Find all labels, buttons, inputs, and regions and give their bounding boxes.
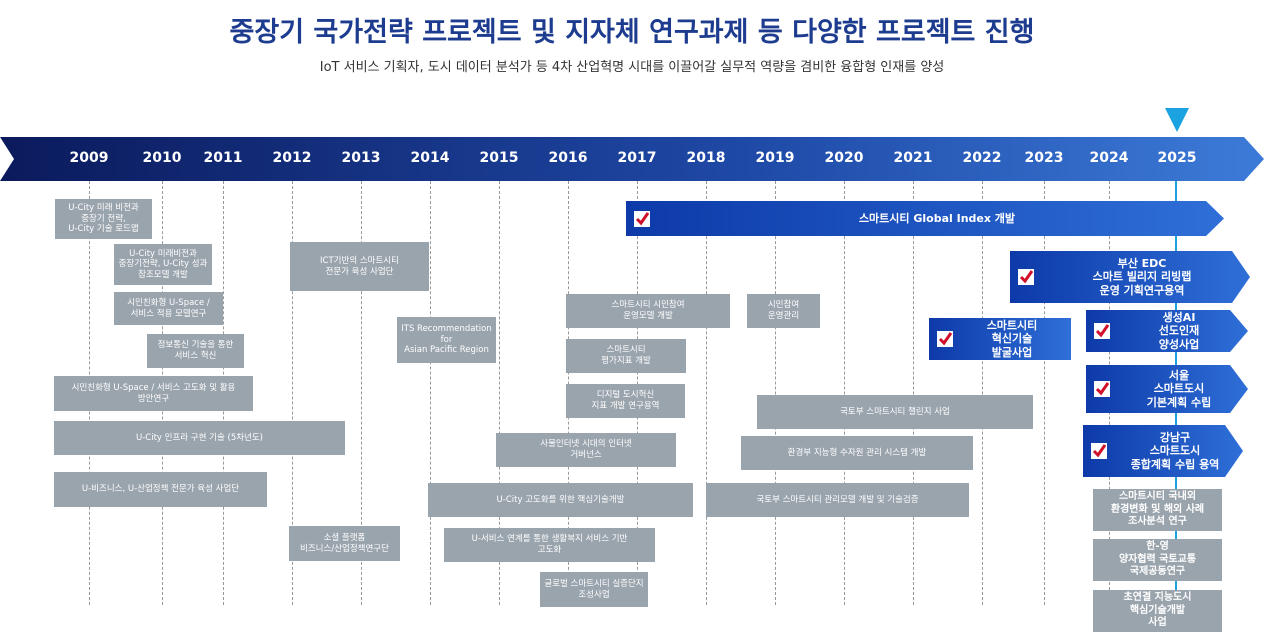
project-box: 스마트시티 평가지표 개발	[566, 339, 686, 373]
project-box: ICT기반의 스마트시티 전문가 육성 사업단	[290, 242, 429, 291]
check-icon	[937, 331, 953, 347]
year-guide	[844, 181, 845, 605]
year-label: 2011	[203, 150, 243, 166]
highlight-banner: 스마트시티 혁신기술 발굴사업	[929, 318, 1071, 360]
project-box: 디지털 도시혁신 지표 개발 연구용역	[566, 384, 685, 418]
year-label: 2020	[824, 150, 864, 166]
title: 중장기 국가전략 프로젝트 및 지자체 연구과제 등 다양한 프로젝트 진행	[229, 17, 1035, 48]
project-box: U-City 미래 비전과 중장기 전략, U-City 기술 로드맵	[55, 199, 152, 239]
year-label: 2017	[617, 150, 657, 166]
year-label: 2010	[142, 150, 182, 166]
check-icon	[634, 210, 650, 227]
project-box: 스마트시티 국내외 환경변화 및 해외 사례 조사분석 연구	[1093, 489, 1222, 531]
highlight-banner: 강남구 스마트도시 종합계획 수립 용역	[1083, 425, 1243, 477]
highlight-banner: 부산 EDC 스마트 빌리지 리빙랩 운영 기획연구용역	[1010, 251, 1250, 303]
check-mark	[1095, 382, 1110, 396]
project-box: 시민친화형 U-Space / 서비스 적용 모델연구	[114, 292, 223, 325]
project-box: ITS Recommendation for Asian Pacific Reg…	[397, 317, 496, 363]
year-label: 2016	[548, 150, 588, 166]
year-guide	[361, 181, 362, 605]
check-mark	[1092, 444, 1107, 458]
project-box: 정보통신 기술을 통한 서비스 혁신	[147, 334, 244, 368]
project-box: 스마트시티 시민참여 운영모델 개발	[566, 294, 730, 328]
project-box: U-City 고도화를 위한 핵심기술개발	[428, 483, 693, 517]
year-guide	[775, 181, 776, 605]
check-mark	[635, 211, 650, 225]
check-mark	[1019, 270, 1034, 284]
highlight-banner: 스마트시티 Global Index 개발	[626, 201, 1224, 236]
project-box: 글로벌 스마트시티 실증단지 조성사업	[540, 572, 648, 607]
project-box: 국토부 스마트시티 관리모델 개발 및 기술검증	[706, 483, 969, 517]
year-guide	[706, 181, 707, 605]
project-box: U-City 인프라 구현 기술 (5차년도)	[54, 421, 345, 455]
subtitle: IoT 서비스 기획자, 도시 데이터 분석가 등 4차 산업혁명 시대를 이끌…	[319, 60, 945, 75]
check-icon	[1094, 381, 1110, 397]
year-guide	[913, 181, 914, 605]
year-label: 2012	[272, 150, 312, 166]
project-box: 시민친화형 U-Space / 서비스 고도화 및 활용 방안연구	[54, 376, 253, 411]
year-label: 2015	[479, 150, 519, 166]
project-box: 소셜 플랫폼 비즈니스/산업정책연구단	[289, 526, 400, 561]
year-label: 2022	[962, 150, 1002, 166]
project-box: 한-영 양자협력 국토교통 국제공동연구	[1093, 539, 1222, 581]
check-mark	[938, 332, 953, 346]
check-icon	[1018, 269, 1034, 285]
project-box: U-비즈니스, U-산업정책 전문가 육성 사업단	[54, 472, 267, 507]
current-marker	[1165, 108, 1189, 132]
highlight-banner: 생성AI 선도인재 양성사업	[1086, 310, 1248, 352]
timeline-band	[0, 137, 1264, 181]
year-label: 2019	[755, 150, 795, 166]
year-guide	[292, 181, 293, 605]
year-label: 2025	[1157, 150, 1197, 166]
project-box: 초연결 지능도시 핵심기술개발 사업	[1093, 590, 1222, 632]
check-icon	[1091, 443, 1107, 459]
year-label: 2013	[341, 150, 381, 166]
year-guide	[1044, 181, 1045, 605]
project-box: 국토부 스마트시티 챌린지 사업	[757, 395, 1033, 429]
project-box: U-City 미래비전과 중장기전략, U-City 성과 참조모델 개발	[114, 244, 212, 285]
project-box: 환경부 지능형 수자원 관리 시스템 개발	[741, 436, 973, 470]
year-label: 2023	[1024, 150, 1064, 166]
year-label: 2014	[410, 150, 450, 166]
check-icon	[1094, 323, 1110, 339]
year-label: 2021	[893, 150, 933, 166]
highlight-banner: 서울 스마트도시 기본계획 수립	[1086, 365, 1248, 413]
year-label: 2018	[686, 150, 726, 166]
project-box: 사물인터넷 시대의 인터넷 거버넌스	[496, 433, 676, 467]
check-mark	[1095, 324, 1110, 338]
year-guide	[982, 181, 983, 605]
year-label: 2009	[69, 150, 109, 166]
year-guide	[499, 181, 500, 605]
year-label: 2024	[1089, 150, 1129, 166]
project-box: U-서비스 연계를 통한 생활복지 서비스 기반 고도화	[444, 528, 655, 562]
project-box: 시민참여 운영관리	[747, 294, 820, 328]
year-guide	[430, 181, 431, 605]
